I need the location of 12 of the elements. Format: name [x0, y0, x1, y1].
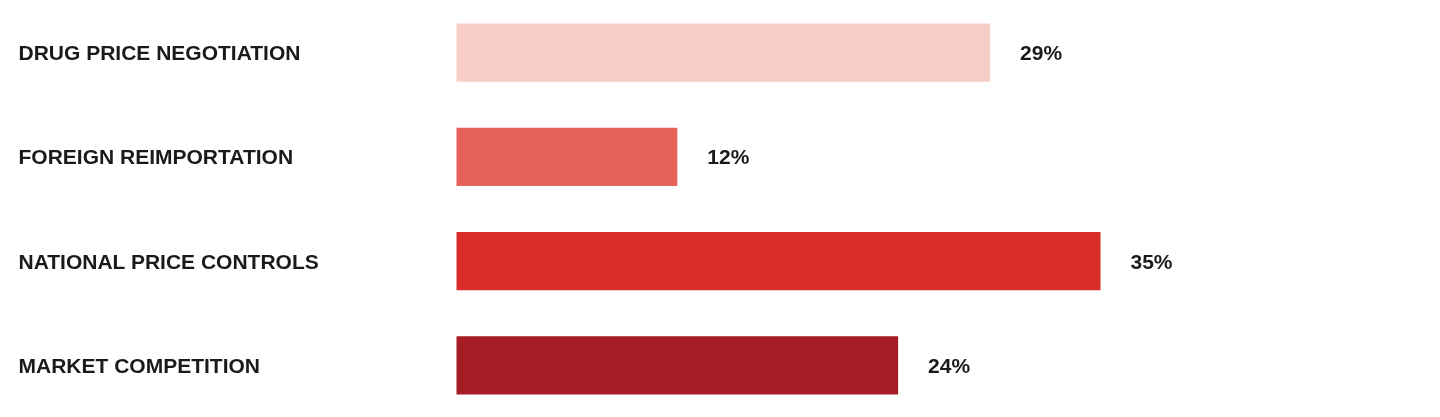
bar [456, 336, 899, 395]
bar [456, 231, 1101, 291]
y-tick-label: MARKET COMPETITION [18, 353, 260, 377]
bar [456, 23, 991, 82]
data-label: 29% [1020, 41, 1063, 65]
data-label: 35% [1130, 249, 1173, 273]
data-label: 24% [928, 353, 971, 377]
y-tick-label: NATIONAL PRICE CONTROLS [18, 249, 319, 273]
data-label: 12% [707, 145, 750, 169]
bar [456, 127, 678, 187]
y-tick-label: DRUG PRICE NEGOTIATION [18, 41, 301, 65]
y-tick-label: FOREIGN REIMPORTATION [18, 145, 294, 169]
